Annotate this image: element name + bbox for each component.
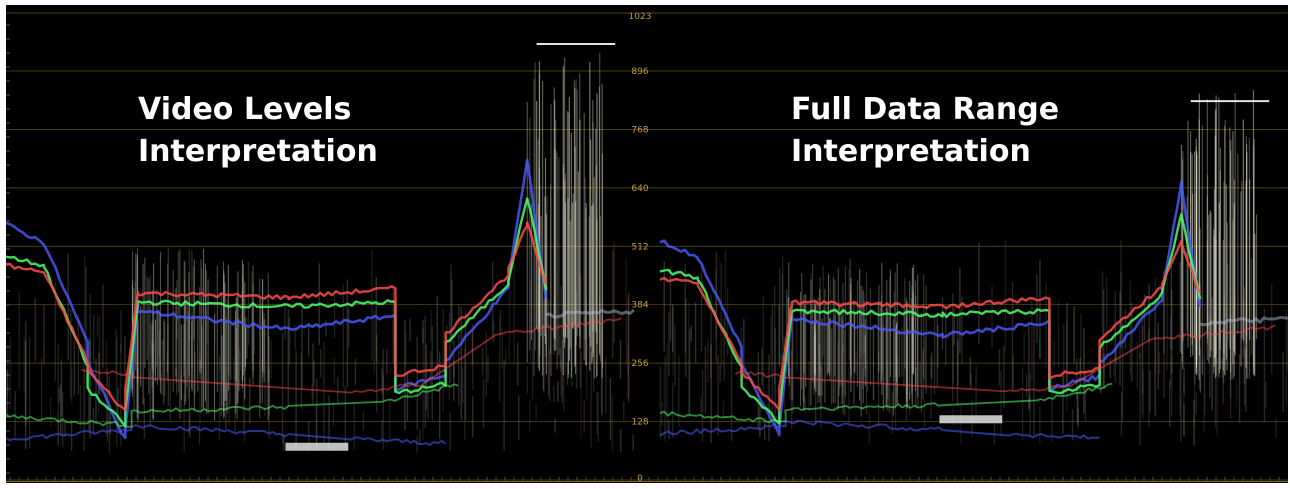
right-caption-line-1: Full Data Range [791, 92, 1060, 127]
scale-tick-label: 256 [631, 359, 648, 369]
red-channel-trace [659, 240, 1202, 412]
shadow-detail-block [939, 415, 1003, 424]
scale-tick-label: 896 [631, 67, 648, 77]
tail-trace [546, 308, 635, 319]
green-channel-trace [659, 213, 1202, 425]
right-panel-caption: Full Data Range Interpretation [791, 89, 1059, 173]
green-channel-low-trace [6, 383, 459, 428]
scale-tick-label: 1023 [629, 12, 652, 22]
blue-channel-trace [659, 180, 1202, 437]
red-channel-low-trace [81, 317, 622, 394]
shadow-detail-block [285, 442, 349, 451]
left-caption-line-1: Video Levels [138, 92, 352, 127]
blue-channel-low-trace [659, 419, 1100, 440]
bottom-ruler [6, 477, 1288, 482]
green-channel-trace [6, 197, 548, 428]
left-panel-caption: Video Levels Interpretation [138, 89, 378, 173]
red-channel-low-trace [734, 324, 1276, 393]
right-caption-line-2: Interpretation [791, 134, 1031, 169]
waveform-scope-comparison: 10238967686405123842561280 Video Levels … [6, 5, 1288, 483]
waveform-graph: 10238967686405123842561280 [6, 12, 1288, 483]
scale-tick-label: 640 [631, 184, 648, 194]
left-caption-line-2: Interpretation [138, 134, 378, 169]
waveform-traces-right [659, 90, 1288, 446]
scale-labels: 10238967686405123842561280 [629, 12, 652, 483]
scale-tick-label: 512 [631, 242, 648, 252]
green-channel-low-trace [659, 382, 1113, 424]
red-channel-trace [6, 221, 548, 412]
waveform-traces-left [6, 43, 635, 453]
blue-channel-low-trace [6, 424, 447, 446]
scale-tick-label: 128 [631, 418, 648, 428]
tail-trace [1199, 316, 1288, 327]
scale-tick-label: 768 [631, 125, 648, 135]
scale-tick-label: 384 [631, 301, 648, 311]
graticule [6, 12, 1288, 481]
